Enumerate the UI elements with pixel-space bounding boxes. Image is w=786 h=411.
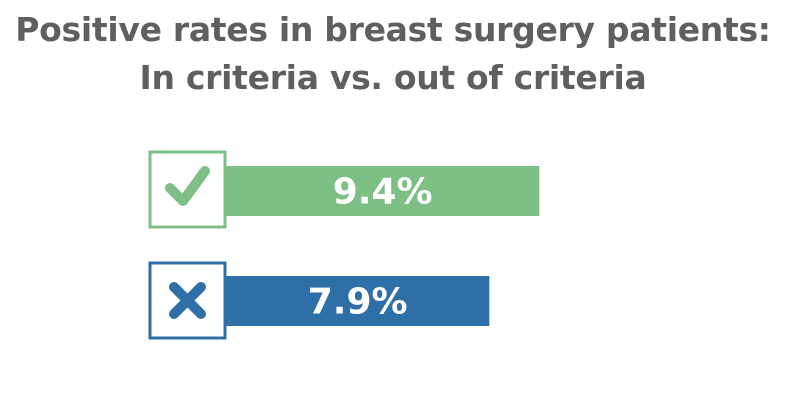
check-icon-box: [148, 150, 227, 229]
bar-out-of-criteria: [226, 276, 490, 326]
row-in-criteria: 9.4%: [148, 150, 540, 229]
bar-label-out-of-criteria: 7.9%: [308, 282, 408, 323]
chart-title-block: Positive rates in breast surgery patient…: [0, 6, 786, 102]
row-out-of-criteria: 7.9%: [148, 261, 490, 340]
x-icon: [169, 282, 206, 319]
chart-title: Positive rates in breast surgery patient…: [15, 10, 771, 49]
bar-in-criteria: [226, 166, 540, 216]
check-icon: [165, 166, 210, 206]
chart-subtitle: In criteria vs. out of criteria: [139, 58, 647, 97]
bar-label-in-criteria: 9.4%: [333, 172, 433, 213]
